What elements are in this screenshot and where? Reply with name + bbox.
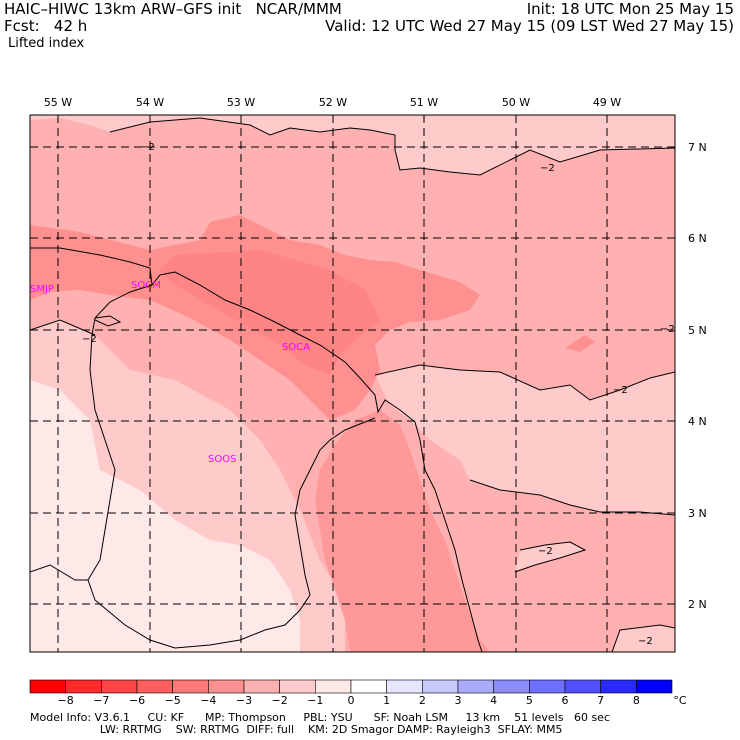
lat-label: 6 N <box>688 232 707 245</box>
contour-label: −2 <box>540 163 555 174</box>
lon-label: 50 W <box>502 96 530 109</box>
colorbar-swatch <box>243 679 280 694</box>
colorbar-tick-label: 8 <box>633 694 640 707</box>
colorbar-tick-label: −8 <box>58 694 74 707</box>
colorbar-swatch <box>564 679 601 694</box>
colorbar-swatch <box>136 679 173 694</box>
colorbar-swatch <box>457 679 494 694</box>
contour-label: −2 <box>140 142 155 153</box>
lat-label: 5 N <box>688 324 707 337</box>
contour-label: −2 <box>538 546 553 557</box>
colorbar-swatch <box>422 679 459 694</box>
colorbar-swatch <box>386 679 423 694</box>
graticule <box>30 115 675 652</box>
contour-lines <box>30 117 675 652</box>
colorbar-swatch <box>101 679 138 694</box>
plot-frame <box>29 114 676 653</box>
field-name: Lifted index <box>8 36 85 51</box>
colorbar-tick-label: 3 <box>455 694 462 707</box>
colorbar-tick-label: 1 <box>383 694 390 707</box>
contour-label: −2 <box>660 324 675 335</box>
colorbar-tick-label: −7 <box>93 694 109 707</box>
lon-label: 55 W <box>44 96 72 109</box>
colorbar-swatch <box>65 679 102 694</box>
colorbar-tick-label: −5 <box>165 694 181 707</box>
lon-label: 49 W <box>593 96 621 109</box>
colorbar-tick-label: 5 <box>526 694 533 707</box>
station-label: SOOS <box>208 454 236 465</box>
colorbar-tick-label: −6 <box>129 694 145 707</box>
borders <box>30 247 483 652</box>
colorbar-swatch <box>529 679 566 694</box>
lon-label: 53 W <box>227 96 255 109</box>
contour-label: −2 <box>613 385 628 396</box>
colorbar-tick-label: 7 <box>597 694 604 707</box>
forecast-hour: Fcst: 42 h <box>4 17 88 35</box>
colorbar-tick-label: −3 <box>236 694 252 707</box>
colorbar <box>29 679 673 694</box>
colorbar-swatch <box>636 679 673 694</box>
colorbar-ticks: −8 −7 −6 −5 −4 −3 −2 −1 0 1 2 3 4 5 6 7 8 <box>58 694 640 707</box>
lat-label: 7 N <box>688 141 707 154</box>
colorbar-swatch <box>172 679 209 694</box>
colorbar-tick-label: 2 <box>419 694 426 707</box>
colorbar-swatch <box>600 679 637 694</box>
lat-label: 4 N <box>688 415 707 428</box>
init-time: Init: 18 UTC Mon 25 May 15 <box>526 0 734 18</box>
valid-time: Valid: 12 UTC Wed 27 May 15 (09 LST Wed … <box>325 17 734 35</box>
station-label: SMJP <box>30 284 54 295</box>
colorbar-swatch <box>315 679 352 694</box>
colorbar-swatch <box>29 679 66 694</box>
shaded-field <box>30 115 675 652</box>
colorbar-swatch <box>350 679 387 694</box>
station-label: SOCM <box>131 280 161 291</box>
colorbar-tick-label: 0 <box>348 694 355 707</box>
colorbar-swatch <box>493 679 530 694</box>
colorbar-swatch <box>279 679 316 694</box>
model-title: HAIC–HIWC 13km ARW–GFS init NCAR/MMM <box>4 0 342 18</box>
lat-label: 2 N <box>688 598 707 611</box>
colorbar-tick-label: 6 <box>562 694 569 707</box>
colorbar-tick-label: 4 <box>490 694 497 707</box>
colorbar-swatch <box>208 679 245 694</box>
station-label: SOCA <box>282 342 310 353</box>
colorbar-tick-label: −2 <box>272 694 288 707</box>
model-info-line2: LW: RRTMG SW: RRTMG DIFF: full KM: 2D Sm… <box>30 723 563 736</box>
lat-label: 3 N <box>688 507 707 520</box>
model-info-line1: Model Info: V3.6.1 CU: KF MP: Thompson P… <box>30 711 610 724</box>
contour-label: −2 <box>638 636 653 647</box>
colorbar-tick-label: −4 <box>200 694 216 707</box>
lon-label: 52 W <box>319 96 347 109</box>
lon-label: 54 W <box>136 96 164 109</box>
colorbar-tick-label: −1 <box>307 694 323 707</box>
lon-label: 51 W <box>410 96 438 109</box>
contour-label: −2 <box>82 334 97 345</box>
colorbar-unit: °C <box>673 694 687 707</box>
